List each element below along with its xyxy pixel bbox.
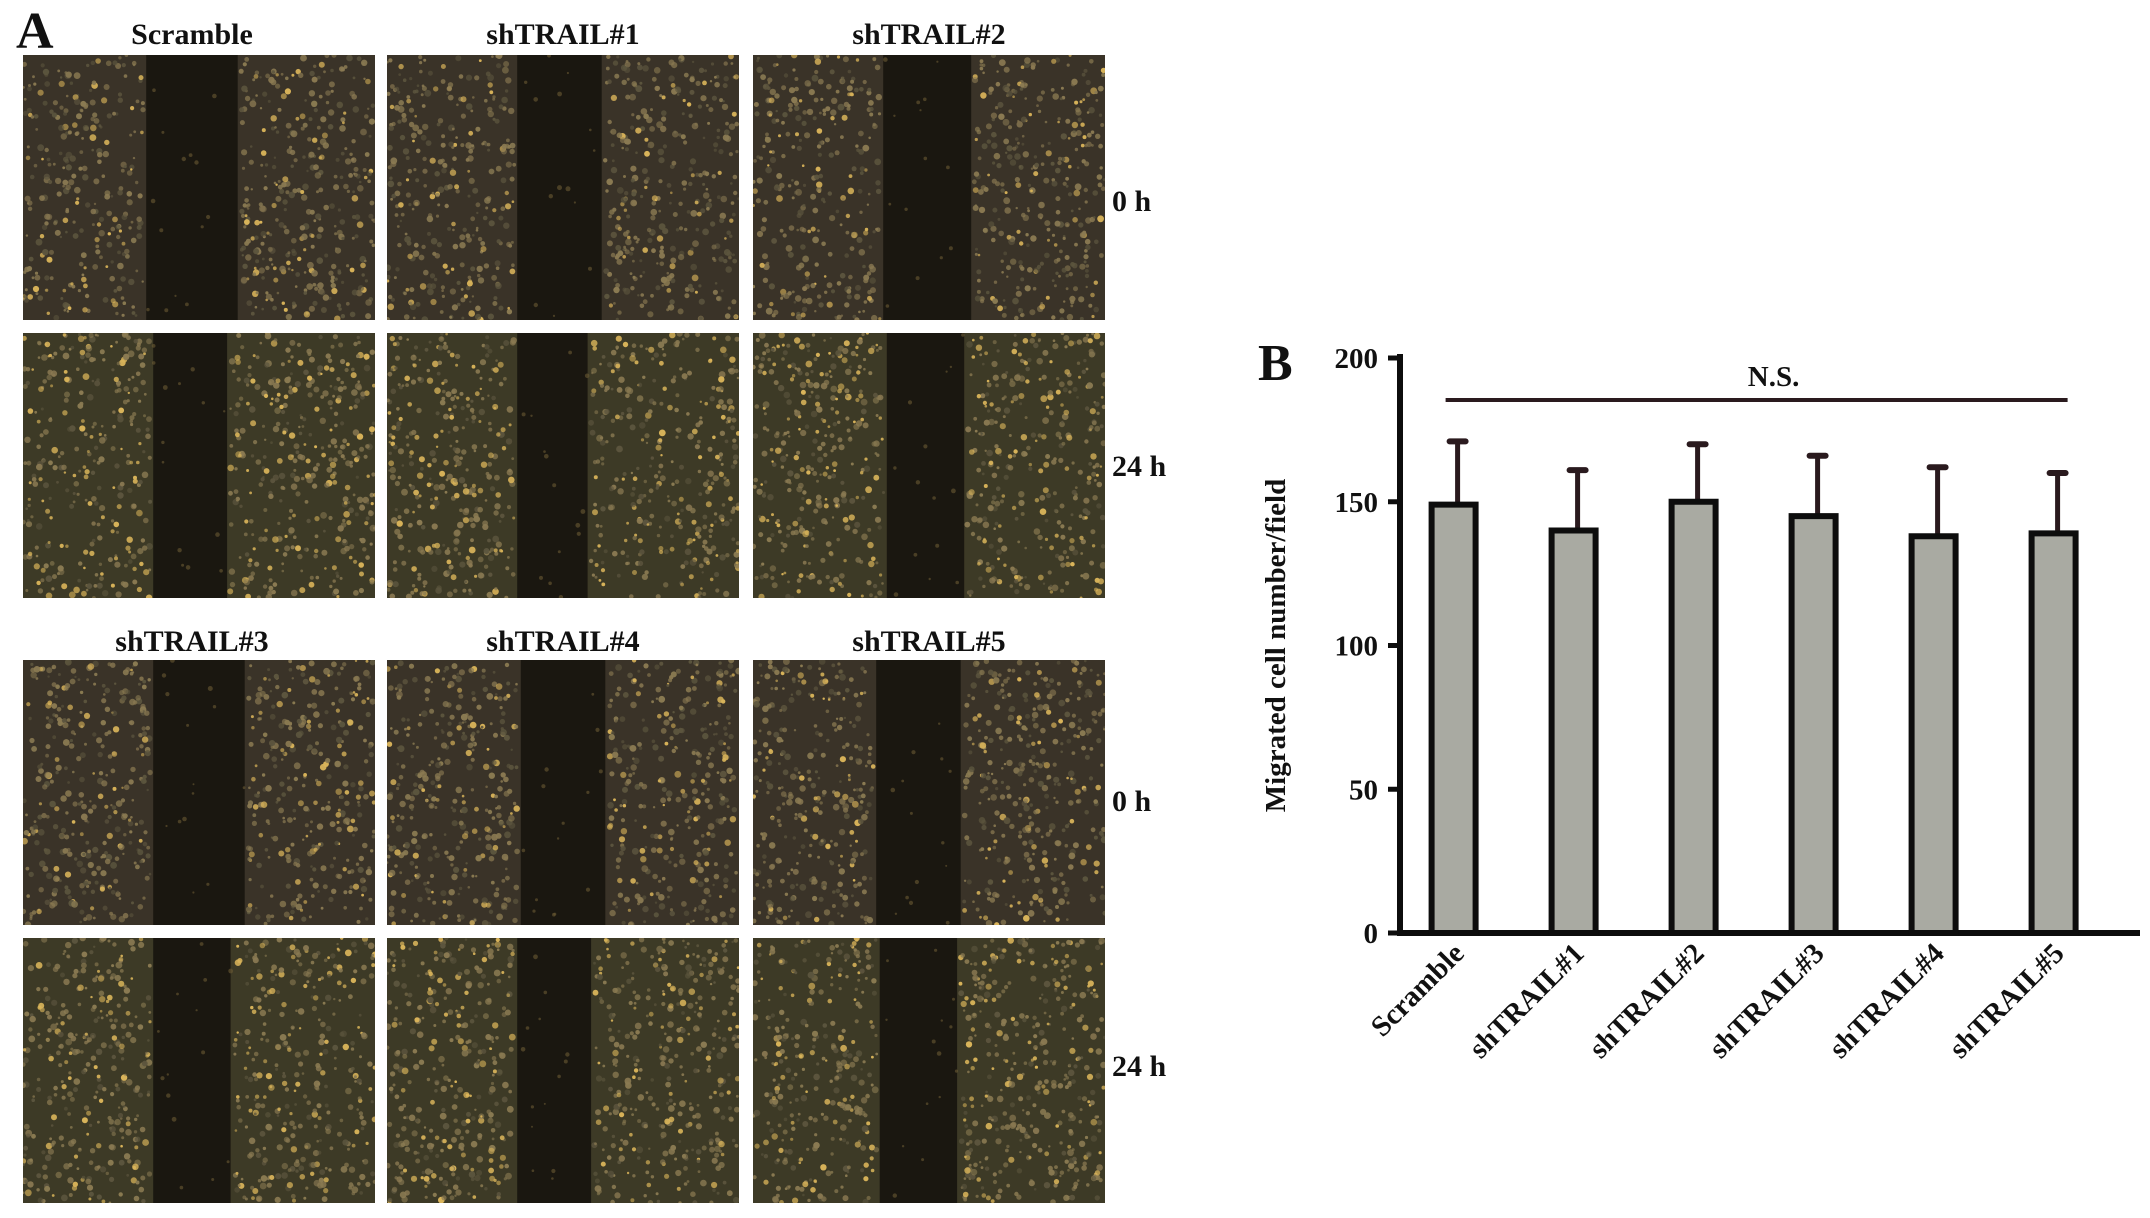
micrograph-shtrail-4-24h xyxy=(387,938,739,1203)
significance-label: N.S. xyxy=(1748,361,1800,393)
y-axis-label: Migrated cell number/field xyxy=(1260,479,1292,812)
y-tick-label: 0 xyxy=(1364,918,1379,950)
micrograph-shtrail-5-24h xyxy=(753,938,1105,1203)
x-tick-label: shTRAIL#4 xyxy=(1823,937,1950,1064)
timepoint-label-0h-bottom: 0 h xyxy=(1112,785,1152,818)
group-label-shtrail-3: shTRAIL#3 xyxy=(115,625,269,658)
x-tick-label: shTRAIL#2 xyxy=(1583,937,1710,1064)
y-tick-label: 150 xyxy=(1335,487,1379,519)
micrograph-scramble-24h xyxy=(23,333,375,598)
y-tick-label: 100 xyxy=(1335,631,1379,663)
micrograph-scramble-0h xyxy=(23,55,375,320)
panel-b-letter: B xyxy=(1258,335,1293,392)
group-label-scramble: Scramble xyxy=(131,18,253,51)
panel-a-letter: A xyxy=(16,3,54,60)
micrograph-shtrail-1-24h xyxy=(387,333,739,598)
micrograph-shtrail-4-0h xyxy=(387,660,739,925)
y-tick-label: 200 xyxy=(1335,343,1379,375)
x-tick-label: shTRAIL#3 xyxy=(1703,937,1830,1064)
timepoint-label-24h-bottom: 24 h xyxy=(1112,1050,1167,1083)
bar-shtrail-4 xyxy=(1908,533,1959,936)
bar-shtrail-2 xyxy=(1668,498,1719,936)
bar-shtrail-3 xyxy=(1788,513,1839,936)
x-tick-label: Scramble xyxy=(1365,937,1471,1043)
x-tick-label: shTRAIL#1 xyxy=(1463,937,1590,1064)
y-tick-label: 50 xyxy=(1349,774,1378,806)
bar-chart: 0 50 100 150 200 Migrated cell number/field Sc… xyxy=(1260,343,2140,1065)
x-tick-label: shTRAIL#5 xyxy=(1943,937,2070,1064)
micrograph-shtrail-5-0h xyxy=(753,660,1105,925)
micrograph-shtrail-2-24h xyxy=(753,333,1105,598)
bar-shtrail-1 xyxy=(1548,527,1599,936)
bar-shtrail-5 xyxy=(2028,530,2079,936)
group-label-shtrail-4: shTRAIL#4 xyxy=(486,625,640,658)
timepoint-label-0h-top: 0 h xyxy=(1112,185,1152,218)
micrograph-shtrail-2-0h xyxy=(753,55,1105,320)
timepoint-label-24h-top: 24 h xyxy=(1112,450,1167,483)
micrograph-shtrail-3-24h xyxy=(23,938,375,1203)
group-label-shtrail-1: shTRAIL#1 xyxy=(486,18,640,51)
group-label-shtrail-2: shTRAIL#2 xyxy=(852,18,1006,51)
group-label-shtrail-5: shTRAIL#5 xyxy=(852,625,1006,658)
micrograph-shtrail-3-0h xyxy=(23,660,375,925)
micrograph-shtrail-1-0h xyxy=(387,55,739,320)
bar-scramble xyxy=(1428,501,1479,936)
